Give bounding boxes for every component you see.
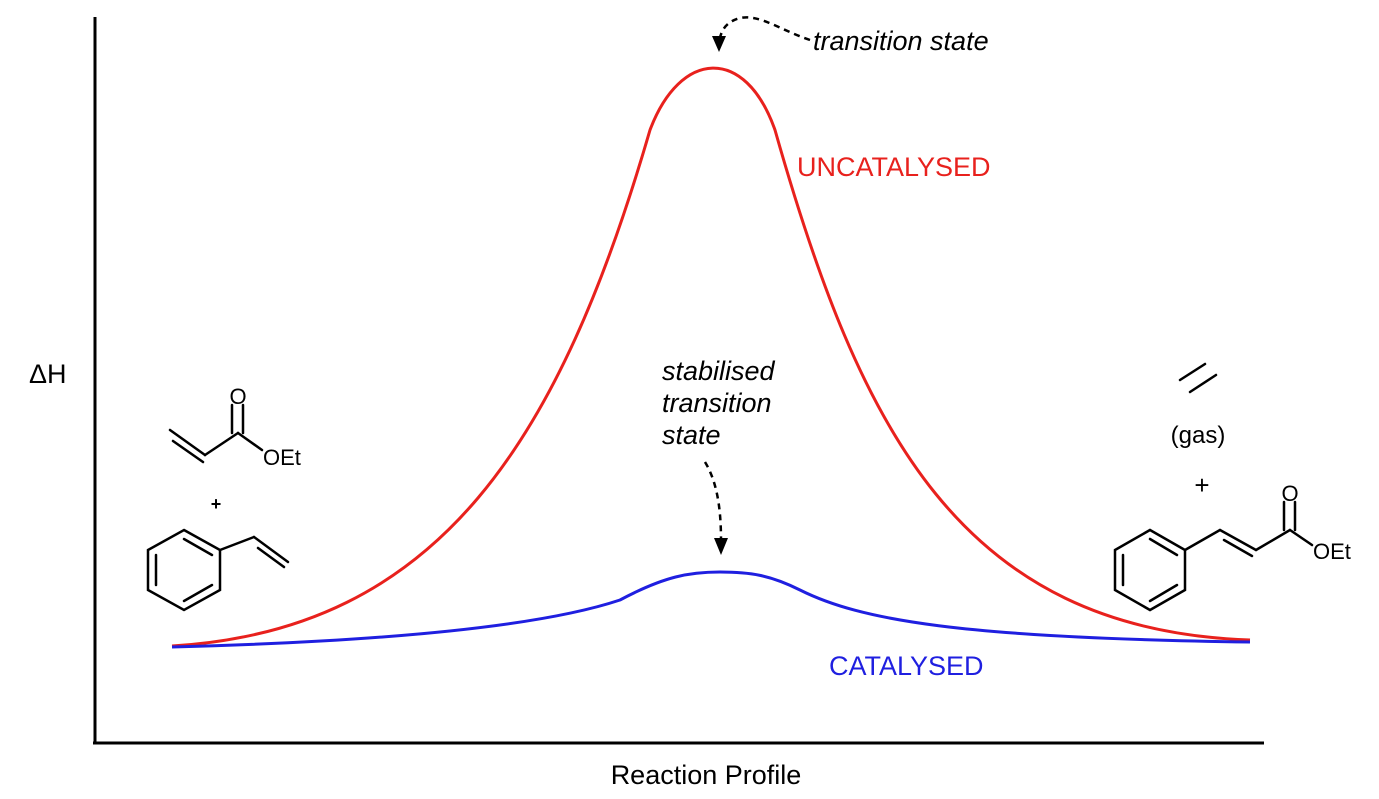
acrylate-ester-group: OEt	[263, 445, 301, 470]
acrylate-carbonyl-oxygen: O	[229, 384, 246, 409]
styrene-structure	[146, 528, 290, 612]
uncatalysed-curve	[171, 66, 1251, 648]
stabilised-ts-arrow	[703, 461, 723, 541]
cinnamate-carbonyl-oxygen: O	[1281, 481, 1298, 506]
product-plus: +	[1194, 470, 1209, 500]
stabilised-ts-line-1: stabilised	[662, 356, 776, 386]
axes	[93, 17, 1264, 745]
stabilised-ts-line-3: state	[662, 420, 721, 450]
uncatalysed-label: UNCATALYSED	[797, 152, 991, 182]
transition-state-arrow	[717, 16, 811, 45]
stabilised-ts-arrowhead	[714, 538, 728, 555]
reactant-plus: +	[211, 494, 222, 514]
transition-state-arrowhead	[712, 36, 726, 52]
y-axis-label: ΔH	[29, 359, 67, 389]
x-axis-label: Reaction Profile	[611, 760, 802, 790]
stabilised-ts-line-2: transition	[662, 388, 772, 418]
cinnamate-ester-group: OEt	[1313, 539, 1351, 564]
gas-label: (gas)	[1171, 422, 1226, 449]
ethyl-cinnamate-structure	[1113, 500, 1314, 612]
transition-state-label: transition state	[813, 26, 989, 56]
catalysed-label: CATALYSED	[829, 651, 984, 681]
ethyl-acrylate-structure	[168, 403, 264, 464]
ethylene-structure	[1178, 362, 1218, 394]
catalysed-curve	[171, 570, 1251, 649]
